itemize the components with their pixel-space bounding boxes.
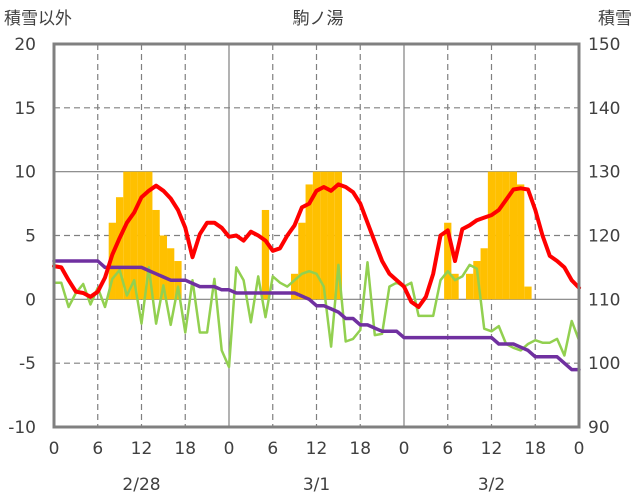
x-tick-label: 6 bbox=[267, 439, 278, 459]
header: 積雪以外 駒ノ湯 積雪 bbox=[4, 9, 632, 29]
left-tick-label: 10 bbox=[14, 163, 36, 183]
x-tick-label: 6 bbox=[442, 439, 453, 459]
x-tick-labels: 0 6 12 18 0 6 12 18 0 6 12 18 0 bbox=[49, 439, 585, 459]
bar bbox=[334, 171, 343, 300]
left-tick-label: 15 bbox=[14, 99, 36, 119]
x-tick-label: 0 bbox=[399, 439, 410, 459]
bar bbox=[444, 222, 452, 300]
bar bbox=[298, 222, 306, 300]
date-label: 3/2 bbox=[478, 475, 505, 495]
right-tick-labels: 90 100 110 120 130 140 150 bbox=[588, 35, 620, 438]
bar bbox=[320, 171, 328, 300]
x-tick-label: 6 bbox=[92, 439, 103, 459]
x-tick-label: 0 bbox=[49, 439, 60, 459]
left-tick-label: 20 bbox=[14, 35, 36, 55]
bar bbox=[123, 171, 131, 300]
green-series-line bbox=[52, 261, 581, 369]
x-tick-label: 18 bbox=[349, 439, 371, 459]
bar bbox=[473, 261, 481, 300]
x-tick-label: 12 bbox=[481, 439, 503, 459]
right-tick-label: 100 bbox=[588, 354, 620, 374]
left-tick-label: -10 bbox=[8, 418, 36, 438]
left-tick-label: 5 bbox=[25, 227, 36, 247]
bar bbox=[159, 235, 168, 300]
x-tick-label: 18 bbox=[524, 439, 546, 459]
left-axis-label: 積雪以外 bbox=[4, 9, 72, 29]
bar bbox=[327, 171, 335, 300]
bar bbox=[487, 171, 496, 300]
bar bbox=[524, 286, 532, 300]
bar bbox=[509, 171, 518, 300]
right-tick-label: 150 bbox=[588, 35, 620, 55]
left-tick-label: -5 bbox=[19, 354, 36, 374]
bar bbox=[305, 184, 313, 300]
bar bbox=[517, 184, 525, 300]
date-label: 3/1 bbox=[303, 475, 330, 495]
bar bbox=[115, 197, 124, 300]
plot-frame bbox=[52, 42, 581, 429]
red-series-line bbox=[52, 182, 581, 309]
right-tick-label: 140 bbox=[588, 99, 620, 119]
bar bbox=[290, 273, 299, 300]
right-tick-label: 110 bbox=[588, 290, 620, 310]
bar bbox=[261, 209, 270, 300]
bar bbox=[312, 171, 321, 300]
bar bbox=[130, 171, 138, 300]
bar bbox=[137, 171, 146, 300]
bar bbox=[495, 171, 503, 300]
x-tick-label: 18 bbox=[174, 439, 196, 459]
bar bbox=[451, 273, 459, 300]
bar bbox=[502, 171, 510, 300]
left-tick-labels: -10 -5 0 5 10 15 20 bbox=[8, 35, 36, 438]
x-tick-label: 0 bbox=[224, 439, 235, 459]
purple-series-line bbox=[52, 259, 581, 372]
bar bbox=[465, 273, 474, 300]
date-labels: 2/28 3/1 3/2 bbox=[122, 475, 505, 495]
bar bbox=[167, 248, 175, 300]
x-tick-label: 12 bbox=[131, 439, 153, 459]
bar bbox=[480, 248, 488, 300]
x-tick-label: 12 bbox=[306, 439, 328, 459]
date-label: 2/28 bbox=[122, 475, 160, 495]
chart-title: 駒ノ湯 bbox=[293, 9, 344, 29]
line-series bbox=[52, 182, 581, 372]
x-tick-label: 0 bbox=[574, 439, 585, 459]
right-axis-label: 積雪 bbox=[598, 9, 632, 29]
right-tick-label: 90 bbox=[588, 418, 610, 438]
left-tick-label: 0 bbox=[25, 290, 36, 310]
right-tick-label: 130 bbox=[588, 163, 620, 183]
bar bbox=[152, 209, 160, 300]
right-tick-label: 120 bbox=[588, 227, 620, 247]
bar bbox=[145, 171, 153, 300]
